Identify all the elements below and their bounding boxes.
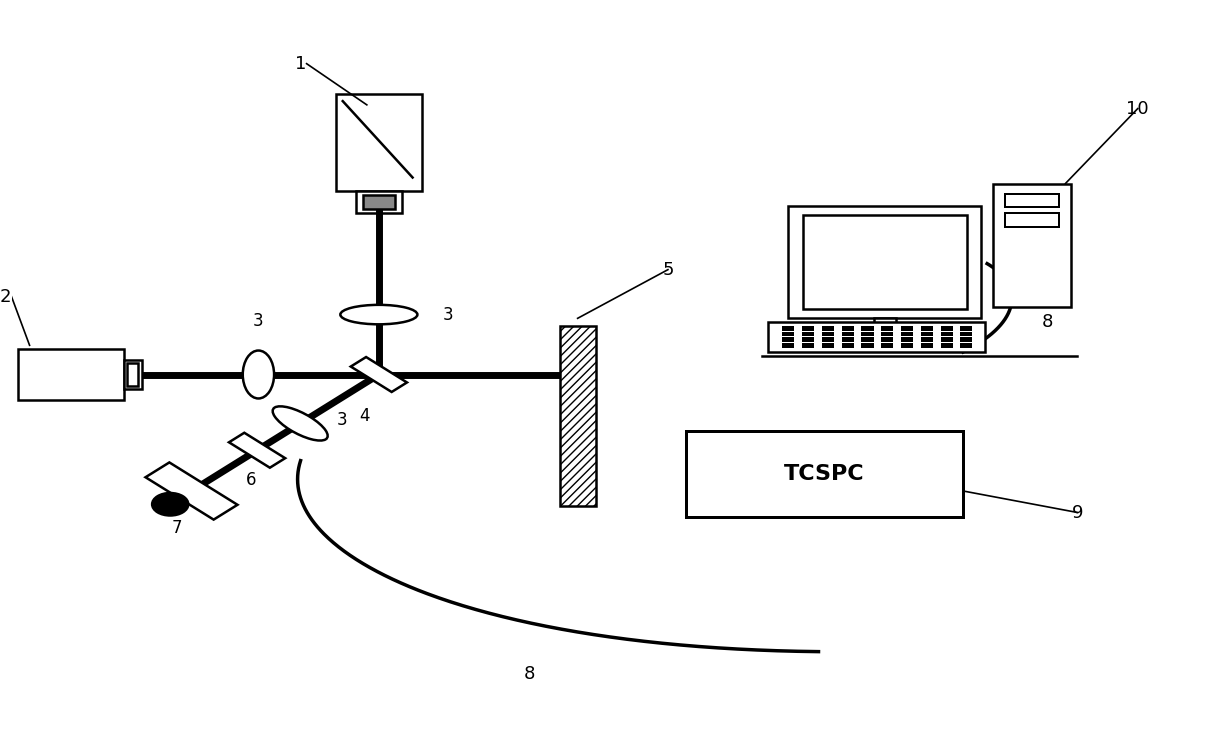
Text: 3: 3 [253,312,264,330]
Bar [841,332,854,336]
Bar [921,327,933,331]
Bar [782,327,794,331]
Bar [993,184,1071,307]
Bar [336,94,422,191]
Bar [782,338,794,342]
Bar [822,338,834,342]
Text: 4: 4 [359,407,370,425]
Bar [124,360,141,389]
Bar [901,327,913,331]
Bar [803,338,815,342]
Bar [782,343,794,348]
Bar [941,338,952,342]
Bar [841,327,854,331]
Bar [874,318,896,337]
Bar [901,338,913,342]
FancyBboxPatch shape [350,357,407,392]
Bar [803,215,967,309]
Text: 8: 8 [524,665,535,683]
Text: 10: 10 [1126,100,1149,118]
Bar [851,337,918,345]
Text: 3: 3 [443,306,452,324]
Bar [769,322,985,352]
Text: 3: 3 [337,410,348,428]
Ellipse shape [340,305,417,324]
Text: 1: 1 [295,55,306,73]
Bar [861,338,873,342]
Text: 8: 8 [1042,313,1053,331]
Bar [961,327,973,331]
Bar [788,206,981,318]
Bar [1006,194,1059,207]
Bar [941,343,952,348]
Bar [901,343,913,348]
Bar [803,327,815,331]
Bar [782,332,794,336]
Text: 5: 5 [663,261,674,279]
Bar [941,327,952,331]
Text: 6: 6 [246,471,257,489]
Bar [822,343,834,348]
Bar [803,343,815,348]
FancyBboxPatch shape [146,462,237,520]
Bar [882,327,894,331]
Bar [17,349,124,400]
Bar [128,363,137,386]
Bar [921,343,933,348]
Bar [941,332,952,336]
Bar [803,332,815,336]
Text: 9: 9 [1071,503,1083,521]
Bar [356,191,401,213]
Text: 7: 7 [171,520,182,538]
Bar [882,343,894,348]
Ellipse shape [243,351,274,398]
Bar [901,332,913,336]
Bar [861,332,873,336]
Bar [921,332,933,336]
Bar [882,338,894,342]
Bar [882,332,894,336]
Text: TCSPC: TCSPC [784,464,865,484]
Text: 2: 2 [0,288,11,306]
Bar [822,332,834,336]
Circle shape [152,493,188,515]
Bar [861,343,873,348]
Bar [961,338,973,342]
Bar [822,327,834,331]
Bar [961,332,973,336]
FancyBboxPatch shape [229,433,286,467]
Bar [1006,213,1059,227]
Bar [841,338,854,342]
Bar [921,338,933,342]
Bar [841,343,854,348]
Bar [861,327,873,331]
Bar [686,431,963,517]
Bar [364,195,394,209]
Bar [559,326,596,506]
Bar [961,343,973,348]
Ellipse shape [272,406,327,440]
